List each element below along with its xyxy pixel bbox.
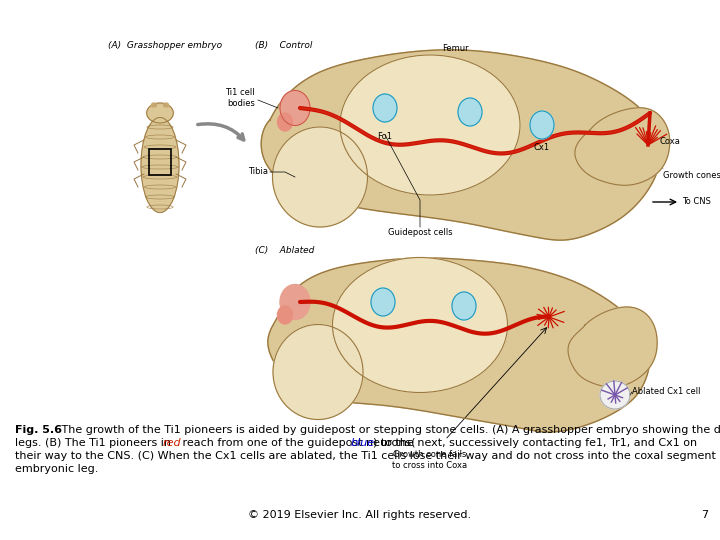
Ellipse shape bbox=[530, 111, 554, 139]
Text: Femur: Femur bbox=[441, 44, 468, 53]
Ellipse shape bbox=[371, 288, 395, 316]
Ellipse shape bbox=[147, 103, 174, 123]
Text: To CNS: To CNS bbox=[682, 198, 711, 206]
Text: legs. (B) The Ti1 pioneers in: legs. (B) The Ti1 pioneers in bbox=[15, 438, 174, 448]
Text: The growth of the Ti1 pioneers is aided by guidepost or stepping stone cells. (A: The growth of the Ti1 pioneers is aided … bbox=[58, 425, 720, 435]
Text: Growth cones: Growth cones bbox=[663, 171, 720, 179]
Ellipse shape bbox=[333, 258, 508, 393]
Ellipse shape bbox=[340, 55, 520, 195]
Text: embryonic leg.: embryonic leg. bbox=[15, 464, 99, 474]
Text: (C)    Ablated: (C) Ablated bbox=[255, 246, 315, 255]
Ellipse shape bbox=[163, 103, 168, 107]
Ellipse shape bbox=[280, 285, 310, 320]
Ellipse shape bbox=[280, 91, 310, 125]
Text: (A)  Grasshopper embryo: (A) Grasshopper embryo bbox=[108, 41, 222, 50]
Text: 7: 7 bbox=[701, 510, 708, 520]
Polygon shape bbox=[261, 50, 662, 240]
Text: Ablated Cx1 cell: Ablated Cx1 cell bbox=[632, 388, 701, 396]
Text: © 2019 Elsevier Inc. All rights reserved.: © 2019 Elsevier Inc. All rights reserved… bbox=[248, 510, 472, 520]
Ellipse shape bbox=[452, 292, 476, 320]
Text: their way to the CNS. (C) When the Cx1 cells are ablated, the Ti1 cells lose the: their way to the CNS. (C) When the Cx1 c… bbox=[15, 451, 720, 461]
Text: Fo1: Fo1 bbox=[377, 132, 392, 141]
Text: reach from one of the guidepost neurons(: reach from one of the guidepost neurons( bbox=[179, 438, 415, 448]
Ellipse shape bbox=[273, 325, 363, 420]
Ellipse shape bbox=[151, 103, 156, 107]
Polygon shape bbox=[568, 307, 657, 387]
Polygon shape bbox=[268, 258, 650, 432]
Text: Coxa: Coxa bbox=[660, 138, 681, 146]
Text: Guidepost cells: Guidepost cells bbox=[387, 228, 452, 237]
Text: (B)    Control: (B) Control bbox=[255, 41, 312, 50]
Ellipse shape bbox=[373, 94, 397, 122]
Polygon shape bbox=[575, 108, 670, 185]
Text: ) to the next, successively contacting fe1, Tr1, and Cx1 on: ) to the next, successively contacting f… bbox=[373, 438, 697, 448]
Text: blue: blue bbox=[351, 438, 375, 448]
Ellipse shape bbox=[141, 118, 179, 213]
Bar bbox=[149, 149, 171, 175]
Text: Ti1 cell
bodies: Ti1 cell bodies bbox=[225, 89, 255, 107]
Ellipse shape bbox=[600, 381, 630, 409]
Ellipse shape bbox=[458, 98, 482, 126]
Text: Cx1: Cx1 bbox=[534, 143, 550, 152]
Ellipse shape bbox=[277, 306, 292, 324]
Text: Growth cone fails
to cross into Coxa: Growth cone fails to cross into Coxa bbox=[392, 450, 467, 470]
Ellipse shape bbox=[272, 127, 367, 227]
Text: Fig. 5.6: Fig. 5.6 bbox=[15, 425, 62, 435]
Ellipse shape bbox=[277, 113, 292, 131]
Text: red: red bbox=[163, 438, 181, 448]
Text: Tibia: Tibia bbox=[248, 167, 268, 177]
